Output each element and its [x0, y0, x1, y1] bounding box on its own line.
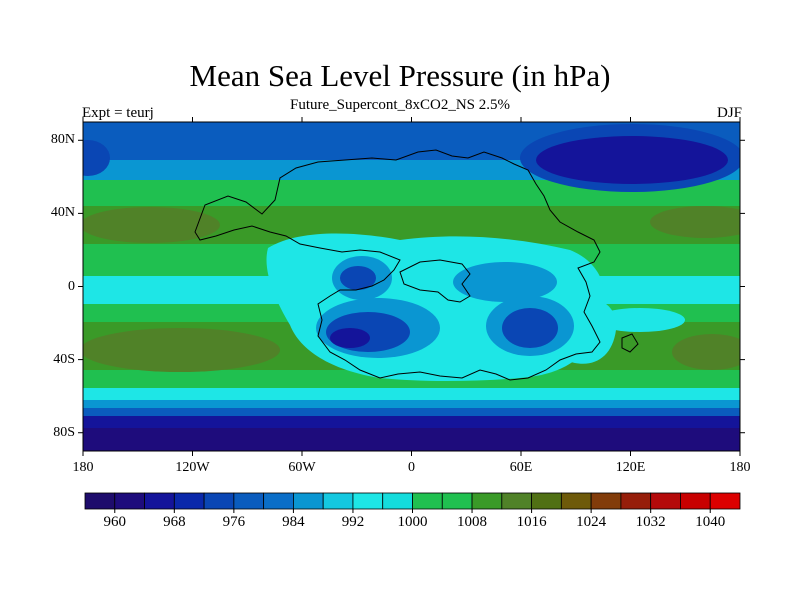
- low-north-west: [83, 140, 110, 176]
- pressure-field: [83, 122, 740, 451]
- x-tick-label: 180: [72, 460, 94, 475]
- colorbar-box: [680, 492, 711, 510]
- subtitle: Future_Supercont_8xCO2_NS 2.5%: [290, 97, 510, 113]
- colorbar-box: [620, 492, 652, 510]
- colorbar-box: [471, 492, 503, 510]
- colorbar-tick-label: 976: [222, 514, 246, 530]
- colorbar-box: [293, 492, 324, 510]
- colorbar-box: [173, 492, 205, 510]
- colorbar-box: [263, 492, 294, 510]
- y-tick-label: 40N: [50, 205, 75, 221]
- coastline-inner-sea: [399, 259, 471, 303]
- x-tick-label: 0: [408, 460, 415, 475]
- field-band-south-navy: [83, 416, 740, 430]
- y-tick-label: 80S: [53, 424, 75, 440]
- colorbar-tick-label: 968: [163, 514, 186, 530]
- colorbar-box: [203, 492, 235, 510]
- colorbar-box: [501, 492, 532, 510]
- colorbar-box: [144, 492, 175, 510]
- colorbar-box: [114, 492, 145, 510]
- season-label: DJF: [716, 105, 742, 121]
- high-south-west-core: [83, 328, 280, 372]
- colorbar-box: [322, 492, 354, 510]
- x-tick-label: 60E: [509, 460, 533, 475]
- colorbar-box: [709, 492, 741, 510]
- high-north-east-core: [650, 206, 740, 238]
- colorbar-tick-label: 1016: [516, 514, 547, 530]
- south-east-cyan-tongue: [595, 308, 685, 332]
- colorbar-tick-label: 1024: [576, 514, 607, 530]
- colorbar-tick-label: 1000: [397, 514, 428, 530]
- y-tick-label: 0: [68, 278, 75, 294]
- colorbar-box: [650, 492, 681, 510]
- colorbar-box: [412, 492, 443, 510]
- page-title: Mean Sea Level Pressure (in hPa): [189, 58, 611, 93]
- colorbar: [84, 492, 741, 513]
- coastline-supercontinent: [194, 149, 601, 381]
- low-north-pacific-inner: [536, 136, 728, 184]
- coastlines: [194, 149, 639, 381]
- low-continent-north-core: [340, 266, 376, 290]
- high-north-west-core: [83, 207, 220, 243]
- x-tick-label: 120W: [175, 460, 210, 475]
- colorbar-box: [531, 492, 562, 510]
- colorbar-box: [560, 492, 592, 510]
- low-continent-southeast-core: [502, 308, 558, 348]
- low-continent-south-core: [330, 328, 370, 348]
- colorbar-tick-label: 1040: [695, 514, 726, 530]
- experiment-label: Expt = teurj: [82, 105, 154, 121]
- high-south-east-core: [672, 334, 740, 370]
- colorbar-tick-label: 992: [341, 514, 365, 530]
- field-band-south-polar: [83, 428, 740, 451]
- field-band-south-cyan: [83, 388, 740, 402]
- colorbar-box: [382, 492, 413, 510]
- low-continent-north-east: [453, 262, 557, 302]
- axis-ticks: [78, 117, 745, 456]
- x-tick-label: 60W: [288, 460, 316, 475]
- x-tick-label: 120E: [615, 460, 646, 475]
- colorbar-box: [233, 492, 265, 510]
- continent-east-lobe: [560, 296, 617, 364]
- y-tick-label: 40S: [53, 351, 75, 367]
- colorbar-box: [84, 492, 116, 510]
- x-tick-label: 180: [729, 460, 751, 475]
- colorbar-box: [352, 492, 384, 510]
- colorbar-tick-label: 1008: [457, 514, 488, 530]
- colorbar-tick-label: 1032: [635, 514, 666, 530]
- coastline-island-east: [621, 333, 639, 353]
- colorbar-tick-label: 984: [282, 514, 305, 530]
- colorbar-box: [590, 492, 622, 510]
- field-band-south-sky: [83, 400, 740, 410]
- colorbar-tick-label: 960: [103, 514, 127, 530]
- field-band-south-mblue: [83, 408, 740, 418]
- y-tick-label: 80N: [50, 132, 75, 148]
- colorbar-box: [441, 492, 473, 510]
